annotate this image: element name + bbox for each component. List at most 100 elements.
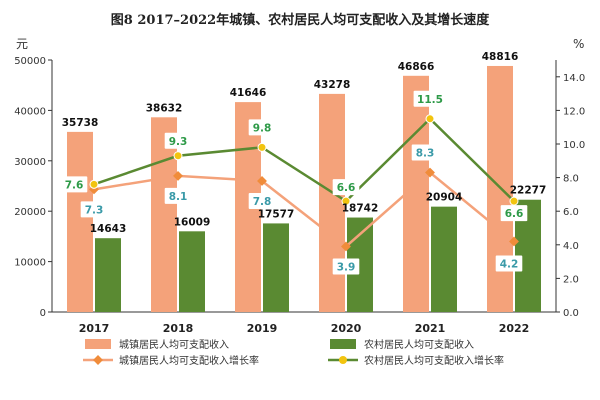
chart-title: 图8 2017–2022年城镇、农村居民人均可支配收入及其增长速度 — [111, 12, 490, 28]
urban-growth-marker — [425, 167, 435, 178]
x-tick-label: 2017 — [79, 322, 110, 335]
urban-income-value: 46866 — [398, 61, 435, 73]
left-tick-label: 30000 — [14, 157, 46, 168]
rural-growth-value-group: 9.3 — [164, 132, 192, 149]
urban-growth-value: 7.8 — [253, 196, 272, 208]
rural-growth-value: 9.3 — [169, 136, 188, 148]
left-tick-label: 40000 — [14, 106, 46, 117]
urban-growth-value: 8.3 — [416, 148, 435, 160]
urban-growth-value-group: 4.2 — [495, 255, 523, 272]
urban-growth-value: 7.3 — [85, 204, 104, 216]
rural-income-value: 17577 — [258, 208, 295, 220]
rural-growth-line — [93, 117, 515, 203]
rural-growth-value-group: 7.6 — [60, 176, 88, 193]
urban-growth-marker — [509, 236, 519, 247]
x-tick-label: 2022 — [499, 322, 530, 335]
rural-income-bar — [179, 231, 205, 312]
rural-growth-value: 11.5 — [417, 94, 443, 106]
legend-swatch — [85, 339, 111, 349]
rural-growth-marker — [509, 196, 519, 206]
legend-marker — [339, 356, 347, 364]
urban-income-value: 35738 — [62, 117, 99, 129]
rural-income-bar — [431, 206, 457, 312]
x-tick-label: 2020 — [331, 322, 362, 335]
rural-income-value: 18742 — [342, 203, 379, 215]
left-tick-label: 50000 — [14, 56, 46, 67]
left-tick-label: 10000 — [14, 258, 46, 269]
rural-growth-value-box — [500, 205, 528, 222]
rural-growth-value: 7.6 — [65, 179, 84, 191]
x-tick-label: 2018 — [163, 322, 194, 335]
bars — [67, 65, 541, 313]
rural-growth-value-box — [332, 179, 360, 196]
left-tick-label: 0 — [40, 308, 46, 319]
rural-growth-value-box — [413, 90, 447, 107]
rural-income-bar — [263, 223, 289, 312]
right-axis-unit: % — [573, 37, 584, 51]
rural-growth-value-group: 11.5 — [413, 90, 447, 107]
urban-growth-marker — [257, 176, 267, 186]
rural-income-value: 22277 — [510, 185, 547, 197]
rural-growth-value-box — [60, 176, 88, 193]
left-axis-unit: 元 — [16, 37, 28, 51]
urban-growth-marker — [173, 170, 183, 181]
urban-growth-value-group: 8.1 — [164, 187, 192, 204]
urban-income-value: 41646 — [230, 87, 267, 99]
right-tick-label: 6.0 — [563, 207, 579, 218]
right-tick-label: 2.0 — [563, 274, 579, 285]
right-tick-label: 10.0 — [563, 140, 585, 151]
right-tick-label: 12.0 — [563, 106, 585, 117]
rural-growth-marker — [257, 142, 267, 152]
rural-income-value: 16009 — [174, 216, 211, 228]
x-tick-label: 2021 — [415, 322, 446, 335]
legend-label: 农村居民人均可支配收入增长率 — [364, 354, 504, 367]
growth-lines — [89, 114, 519, 252]
urban-growth-value-box — [164, 187, 192, 204]
urban-growth-value: 8.1 — [169, 191, 188, 203]
rural-growth-value-group: 6.6 — [500, 205, 528, 222]
rural-income-value: 20904 — [426, 192, 463, 204]
urban-growth-value-box — [332, 258, 360, 275]
urban-growth-marker — [341, 241, 351, 252]
rural-growth-marker — [173, 151, 183, 161]
urban-growth-value-group: 7.8 — [248, 192, 276, 209]
urban-growth-value-group: 3.9 — [332, 258, 360, 275]
urban-growth-value-group: 7.3 — [80, 201, 108, 218]
right-tick-label: 14.0 — [563, 73, 585, 84]
urban-growth-value-box — [495, 255, 523, 272]
legend-label: 城镇居民人均可支配收入增长率 — [119, 354, 259, 367]
rural-growth-value: 6.6 — [505, 208, 524, 220]
x-tick-label: 2019 — [247, 322, 278, 335]
legend-swatch — [330, 339, 356, 349]
right-tick-label: 8.0 — [563, 174, 579, 185]
urban-income-value: 43278 — [314, 79, 351, 91]
urban-income-bar — [319, 93, 345, 313]
urban-growth-value-box — [248, 192, 276, 209]
data-labels: 35738 14643 38632 16009 41646 17577 43278 18742… — [60, 51, 547, 275]
urban-growth-value-box — [80, 201, 108, 218]
rural-growth-marker — [89, 179, 99, 189]
rural-growth-marker — [425, 114, 435, 124]
rural-growth-value-box — [248, 119, 276, 136]
legend-label: 农村居民人均可支配收入 — [364, 338, 474, 351]
rural-income-value: 14643 — [90, 223, 127, 235]
legend-label: 城镇居民人均可支配收入 — [119, 338, 229, 351]
rural-income-bar — [95, 238, 121, 312]
urban-income-bar — [67, 131, 93, 312]
urban-income-bar — [151, 117, 177, 312]
right-tick-label: 4.0 — [563, 241, 579, 252]
urban-income-value: 38632 — [146, 102, 183, 114]
urban-income-value: 48816 — [482, 51, 519, 63]
right-tick-label: 0.0 — [563, 308, 579, 319]
rural-growth-value: 9.8 — [253, 122, 272, 134]
rural-growth-value-group: 9.8 — [248, 119, 276, 136]
axes: 0 10000 20000 30000 40000 50000 0.0 2.0 4.0 6.0 8.… — [14, 56, 585, 335]
urban-growth-value: 4.2 — [500, 258, 519, 270]
rural-growth-value: 6.6 — [337, 182, 356, 194]
urban-growth-value-group: 8.3 — [411, 144, 439, 161]
legend-marker — [93, 355, 103, 365]
urban-growth-value: 3.9 — [337, 261, 356, 273]
